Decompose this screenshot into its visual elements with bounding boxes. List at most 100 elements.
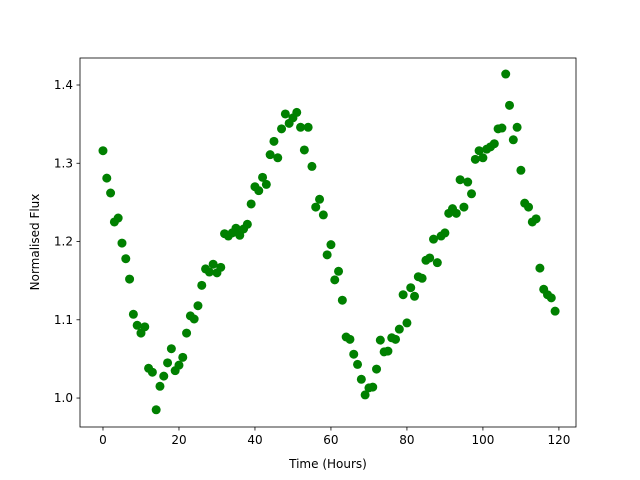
data-point — [151, 405, 161, 415]
data-point — [429, 234, 439, 244]
x-tick-label: 120 — [547, 433, 570, 447]
data-point — [208, 259, 218, 269]
data-point — [391, 334, 401, 344]
y-tick-label: 1.4 — [54, 78, 73, 92]
data-point — [299, 145, 309, 155]
data-point — [125, 274, 135, 284]
data-point — [261, 179, 271, 189]
data-point — [147, 367, 157, 377]
data-point — [524, 202, 534, 212]
data-point — [98, 146, 108, 156]
data-point — [451, 208, 461, 218]
data-point — [459, 202, 469, 212]
x-axis-label: Time (Hours) — [288, 457, 367, 471]
data-point — [128, 309, 138, 319]
y-tick-label: 1.2 — [54, 235, 73, 249]
data-point — [330, 275, 340, 285]
data-point — [535, 263, 545, 273]
data-point — [489, 139, 499, 149]
data-point — [315, 194, 325, 204]
data-point — [182, 328, 192, 338]
data-point — [550, 306, 560, 316]
data-point — [425, 253, 435, 263]
data-point — [307, 161, 317, 171]
data-point — [303, 122, 313, 132]
data-point — [155, 381, 165, 391]
data-point — [113, 213, 123, 223]
data-point — [269, 136, 279, 146]
data-point — [505, 100, 515, 110]
x-tick-label: 0 — [99, 433, 107, 447]
data-point — [242, 219, 252, 229]
y-axis-label: Normalised Flux — [28, 194, 42, 291]
x-tick-label: 100 — [471, 433, 494, 447]
data-point — [106, 188, 116, 198]
data-point — [360, 390, 370, 400]
data-point — [501, 69, 511, 79]
data-point — [296, 122, 306, 132]
data-point — [311, 202, 321, 212]
data-point — [322, 250, 332, 260]
data-point — [368, 382, 378, 392]
data-point — [467, 189, 477, 199]
data-point — [193, 301, 203, 311]
data-point — [375, 335, 385, 345]
x-tick-label: 40 — [247, 433, 262, 447]
x-tick-label: 60 — [323, 433, 338, 447]
data-point — [455, 175, 465, 185]
data-point — [132, 320, 142, 330]
data-point — [406, 283, 416, 293]
y-tick-label: 1.1 — [54, 313, 73, 327]
data-point — [531, 214, 541, 224]
plot-frame — [79, 57, 577, 428]
data-point — [273, 153, 283, 163]
data-point — [383, 346, 393, 356]
data-point — [417, 273, 427, 283]
data-point — [353, 359, 363, 369]
data-point — [349, 349, 359, 359]
data-point — [356, 374, 366, 384]
data-point — [512, 122, 522, 132]
data-point — [478, 153, 488, 163]
data-point — [102, 173, 112, 183]
data-point — [265, 150, 275, 160]
data-point — [277, 124, 287, 134]
data-point — [497, 123, 507, 133]
data-point — [546, 293, 556, 303]
x-tick-label: 80 — [399, 433, 414, 447]
data-point — [474, 146, 484, 156]
data-point — [292, 107, 302, 117]
data-point — [470, 154, 480, 164]
data-point — [121, 254, 131, 264]
data-point — [178, 352, 188, 362]
data-point — [216, 262, 226, 272]
y-tick-label: 1.3 — [54, 156, 73, 170]
data-point — [337, 295, 347, 305]
data-point — [189, 314, 199, 324]
y-tick-label: 1.0 — [54, 391, 73, 405]
data-point — [432, 258, 442, 268]
data-point — [204, 267, 214, 277]
data-point — [166, 344, 176, 354]
data-point — [334, 266, 344, 276]
data-point — [402, 318, 412, 328]
data-point — [254, 186, 264, 196]
data-point — [318, 210, 328, 220]
data-point — [246, 199, 256, 209]
data-point — [326, 240, 336, 250]
data-point — [398, 290, 408, 300]
data-point — [258, 172, 268, 182]
data-point — [231, 223, 241, 233]
data-point — [159, 371, 169, 381]
data-point — [508, 135, 518, 145]
data-point — [410, 291, 420, 301]
x-tick-label: 20 — [171, 433, 186, 447]
data-point — [280, 109, 290, 119]
data-point — [197, 280, 207, 290]
data-point — [394, 324, 404, 334]
data-point — [163, 358, 173, 368]
data-point — [516, 165, 526, 175]
data-point — [463, 177, 473, 187]
data-point — [440, 228, 450, 238]
